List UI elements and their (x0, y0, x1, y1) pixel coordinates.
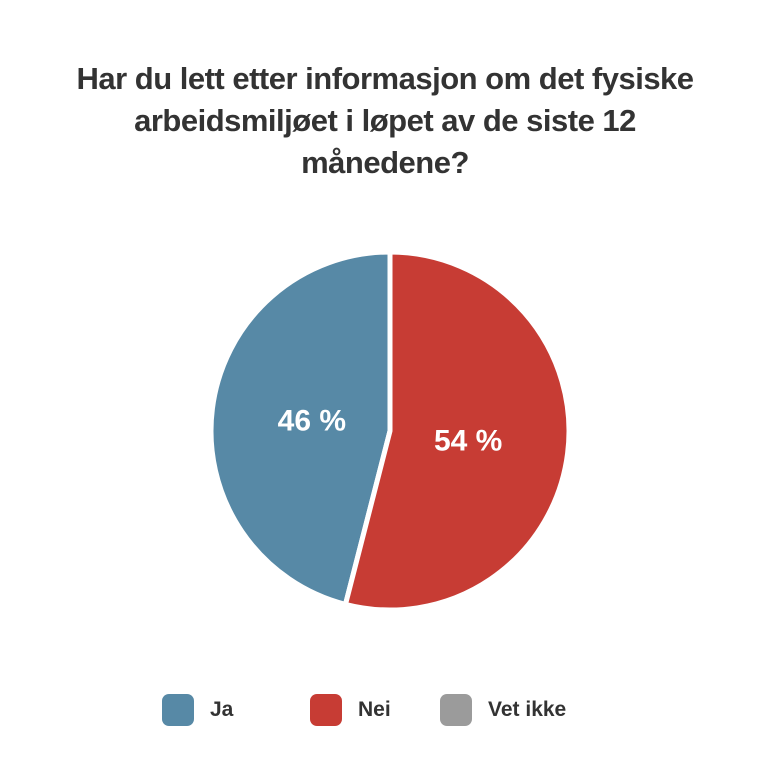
legend-swatch-vet-ikke (440, 694, 472, 726)
chart-title: Har du lett etter informasjon om det fys… (76, 61, 694, 180)
legend-label-ja: Ja (210, 698, 234, 721)
pie-slice-ja (208, 249, 393, 607)
legend-swatch-nei (310, 694, 342, 726)
pie-data-labels: 46 % 54 % (278, 405, 503, 458)
data-label-ja: 46 % (278, 405, 346, 438)
legend-item-ja: Ja (162, 692, 233, 728)
pie-slices (208, 249, 572, 613)
pie-slice-nei (342, 249, 572, 613)
data-label-nei: 54 % (434, 424, 502, 457)
legend-label-vet-ikke: Vet ikke (488, 698, 567, 721)
legend-label-nei: Nei (358, 698, 391, 721)
legend-swatch-ja (162, 694, 194, 726)
legend-item-vet-ikke: Vet ikke (440, 692, 566, 728)
legend-item-nei: Nei (310, 692, 391, 728)
chart-legend: Ja Nei Vet ikke (0, 692, 770, 732)
